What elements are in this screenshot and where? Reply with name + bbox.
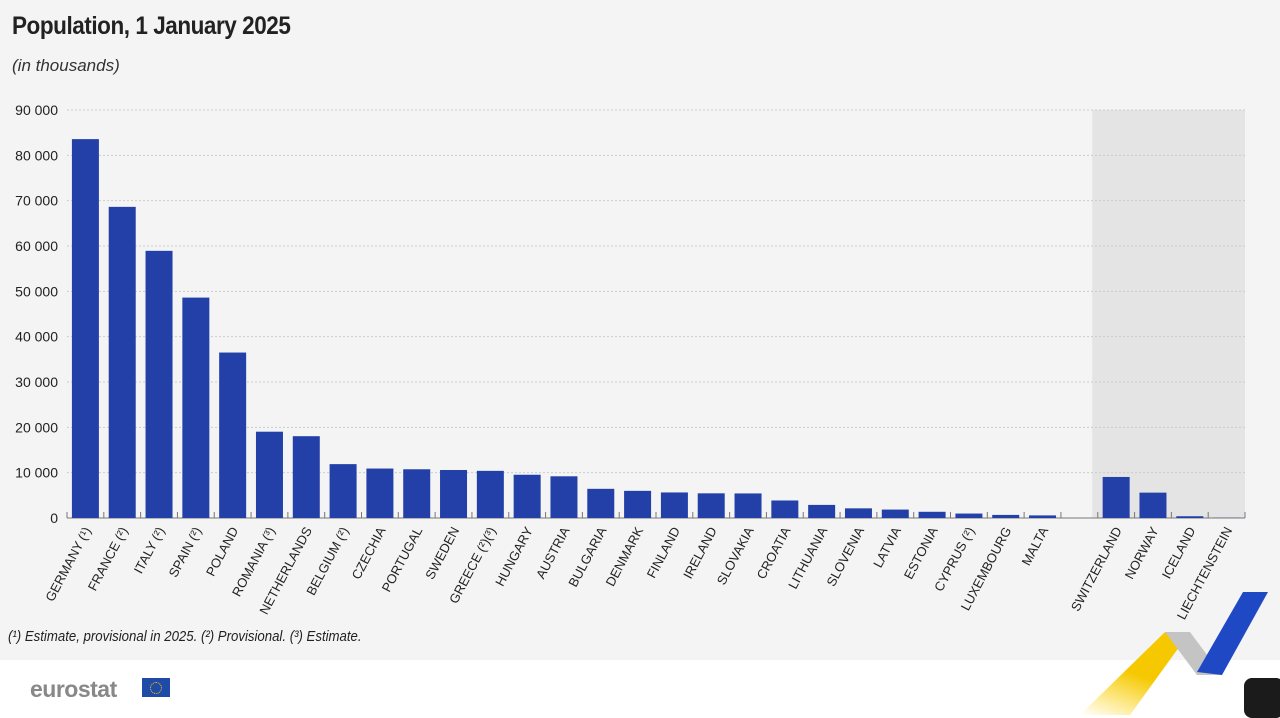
bar [698, 493, 725, 518]
x-tick-label: SWITZERLAND [1068, 524, 1125, 613]
bar [182, 298, 209, 518]
y-tick-label: 20 000 [15, 419, 58, 435]
x-tick-label: ESTONIA [901, 524, 941, 582]
bar [661, 492, 688, 518]
bar [919, 512, 946, 518]
x-tick-label: SWEDEN [422, 524, 462, 581]
bar [477, 471, 504, 518]
bar [72, 139, 99, 518]
x-tick-label: LATVIA [870, 524, 904, 570]
x-tick-label: NORWAY [1122, 524, 1162, 581]
bar [587, 489, 614, 518]
x-tick-label: IRELAND [680, 524, 720, 581]
bar [1176, 516, 1203, 518]
eurostat-logo: eurostat [30, 676, 117, 703]
bar [624, 491, 651, 518]
x-tick-label: AUSTRIA [533, 524, 573, 581]
x-tick-label: ITALY (²) [131, 524, 168, 576]
bar [514, 475, 541, 518]
y-tick-label: 0 [50, 510, 58, 526]
y-tick-label: 40 000 [15, 329, 58, 345]
eu-flag-icon [142, 678, 170, 697]
x-tick-label: HUNGARY [492, 524, 536, 589]
x-tick-label: CROATIA [754, 524, 794, 581]
footnote: (¹) Estimate, provisional in 2025. (²) P… [8, 628, 362, 645]
bar-chart: 0 10 000 20 000 30 000 40 000 50 000 60 000 70 … [0, 0, 1280, 640]
bar [882, 510, 909, 518]
x-tick-label: GERMANY (¹) [42, 524, 94, 604]
x-tick-label: FINLAND [644, 524, 683, 580]
bar [771, 500, 798, 518]
bar [845, 508, 872, 518]
bar [1139, 493, 1166, 518]
bar [550, 476, 577, 518]
overlay-button[interactable] [1244, 678, 1280, 718]
bar [440, 470, 467, 518]
y-tick-label: 10 000 [15, 465, 58, 481]
bar [219, 353, 246, 518]
x-tick-label: POLAND [203, 524, 241, 578]
y-tick-label: 30 000 [15, 374, 58, 390]
y-tick-label: 60 000 [15, 238, 58, 254]
bar [109, 207, 136, 518]
x-tick-label: SLOVAKIA [714, 524, 757, 587]
bar [1103, 477, 1130, 518]
y-tick-label: 50 000 [15, 283, 58, 299]
bar [330, 464, 357, 518]
x-tick-label: DENMARK [602, 524, 646, 589]
x-tick-label: ICELAND [1159, 524, 1199, 581]
non-eu-shaded-area [1092, 110, 1245, 518]
bar [735, 493, 762, 518]
bar [366, 469, 393, 518]
y-tick-label: 70 000 [15, 193, 58, 209]
bar [293, 436, 320, 518]
x-tick-label: SLOVENIA [823, 524, 867, 589]
bar [146, 251, 173, 518]
bar [808, 505, 835, 518]
bar [403, 469, 430, 518]
x-tick-label: SPAIN (²) [166, 524, 205, 579]
y-tick-label: 80 000 [15, 147, 58, 163]
bar [1029, 515, 1056, 518]
bar [256, 432, 283, 518]
bar [992, 515, 1019, 518]
y-tick-label: 90 000 [15, 102, 58, 118]
bar [955, 514, 982, 518]
x-tick-label: CZECHIA [349, 524, 389, 582]
x-tick-label: MALTA [1018, 524, 1051, 568]
